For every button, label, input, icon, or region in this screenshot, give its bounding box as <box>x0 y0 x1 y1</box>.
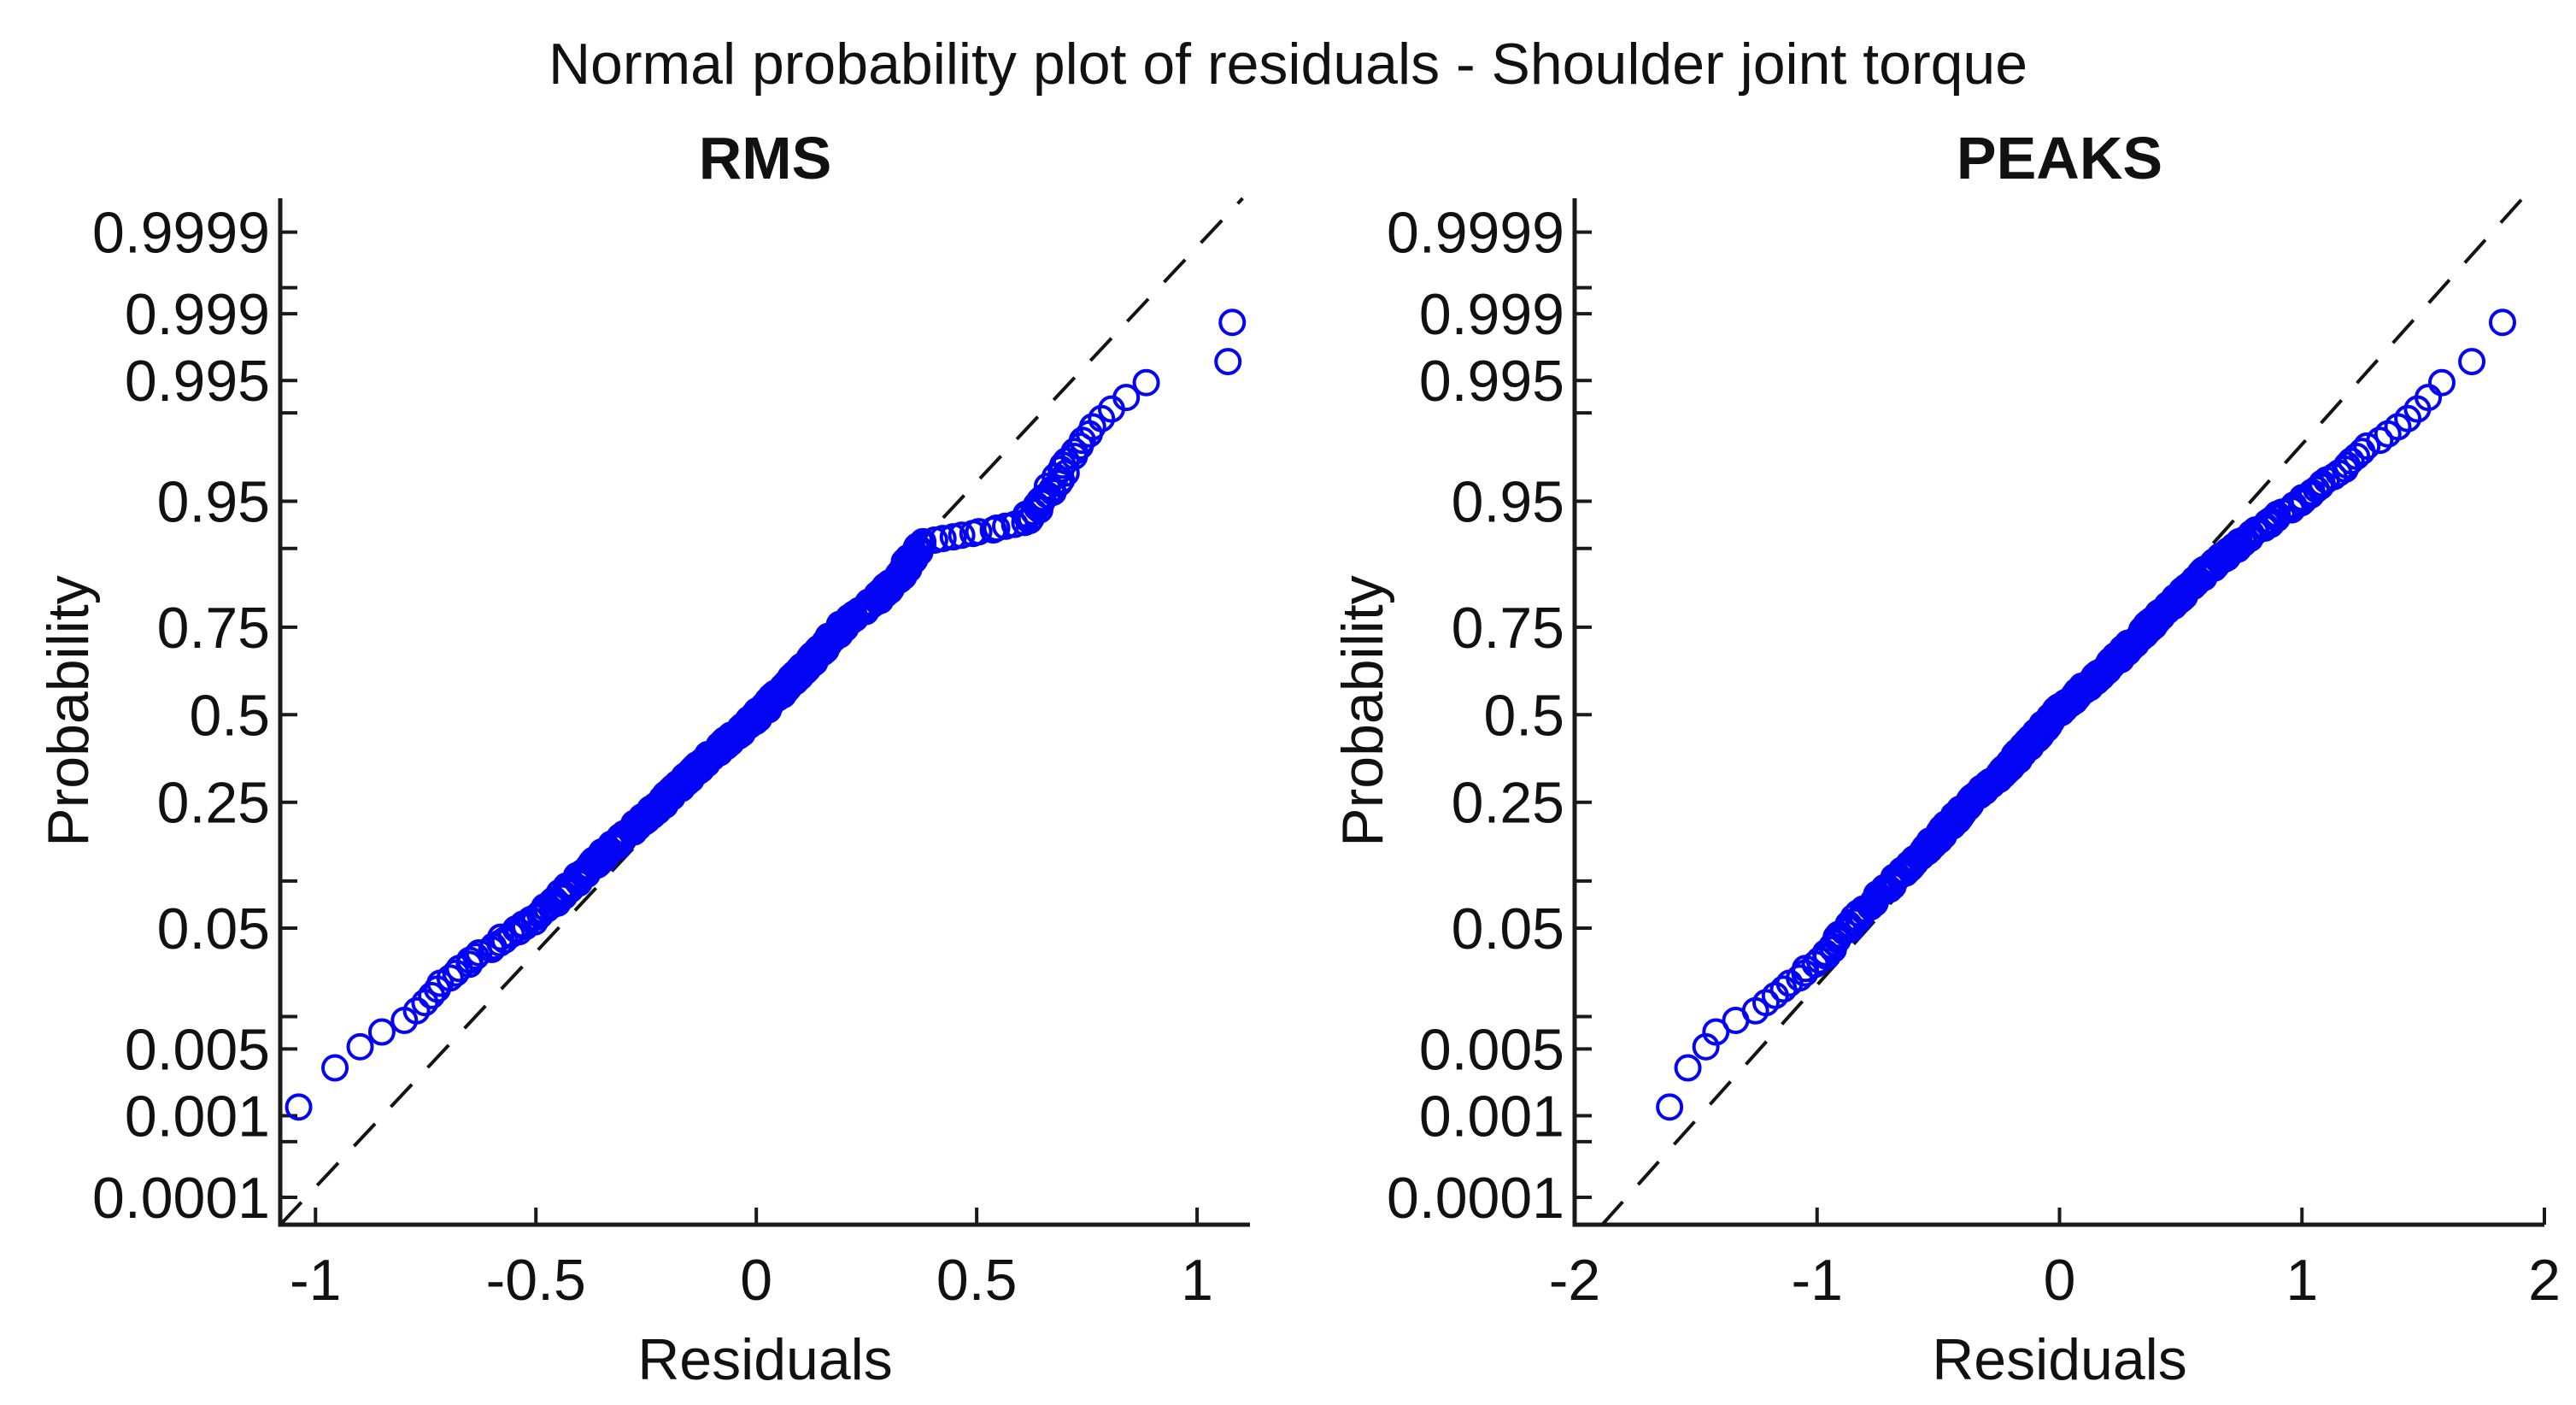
svg-text:1: 1 <box>2286 1248 2318 1313</box>
svg-text:-1: -1 <box>1792 1248 1843 1313</box>
svg-text:0.25: 0.25 <box>157 771 270 836</box>
svg-text:1: 1 <box>1181 1248 1213 1313</box>
svg-text:0.95: 0.95 <box>157 470 270 535</box>
svg-text:0.05: 0.05 <box>157 896 270 961</box>
svg-text:0.999: 0.999 <box>125 282 270 347</box>
svg-text:0.25: 0.25 <box>1452 771 1564 836</box>
svg-text:0.5: 0.5 <box>1483 683 1564 748</box>
x-axis-label-peaks: Residuals <box>1932 1327 2187 1392</box>
svg-text:0.9999: 0.9999 <box>92 201 270 266</box>
subplot-title-rms: RMS <box>698 125 832 191</box>
svg-text:0.0001: 0.0001 <box>92 1166 270 1231</box>
subplot-title-peaks: PEAKS <box>1956 125 2163 191</box>
svg-text:0.005: 0.005 <box>125 1017 270 1082</box>
svg-text:0: 0 <box>2044 1248 2076 1313</box>
svg-text:0.75: 0.75 <box>157 596 270 661</box>
svg-text:0.5: 0.5 <box>936 1248 1018 1313</box>
svg-text:0.0001: 0.0001 <box>1387 1166 1564 1231</box>
svg-text:0.995: 0.995 <box>125 349 270 414</box>
svg-text:-1: -1 <box>290 1248 341 1313</box>
svg-text:-0.5: -0.5 <box>486 1248 586 1313</box>
svg-text:0: 0 <box>740 1248 772 1313</box>
svg-text:0.001: 0.001 <box>1419 1084 1564 1149</box>
svg-text:2: 2 <box>2528 1248 2561 1313</box>
svg-text:0.995: 0.995 <box>1419 349 1564 414</box>
svg-text:0.999: 0.999 <box>1419 282 1564 347</box>
svg-text:0.9999: 0.9999 <box>1387 201 1564 266</box>
svg-text:0.75: 0.75 <box>1452 596 1564 661</box>
figure-title: Normal probability plot of residuals - S… <box>548 32 2028 97</box>
x-axis-label-rms: Residuals <box>637 1327 893 1392</box>
svg-text:0.005: 0.005 <box>1419 1017 1564 1082</box>
svg-text:0.95: 0.95 <box>1452 470 1564 535</box>
svg-text:0.5: 0.5 <box>189 683 270 748</box>
svg-text:0.001: 0.001 <box>125 1084 270 1149</box>
svg-text:0.05: 0.05 <box>1452 896 1564 961</box>
svg-text:-2: -2 <box>1549 1248 1600 1313</box>
